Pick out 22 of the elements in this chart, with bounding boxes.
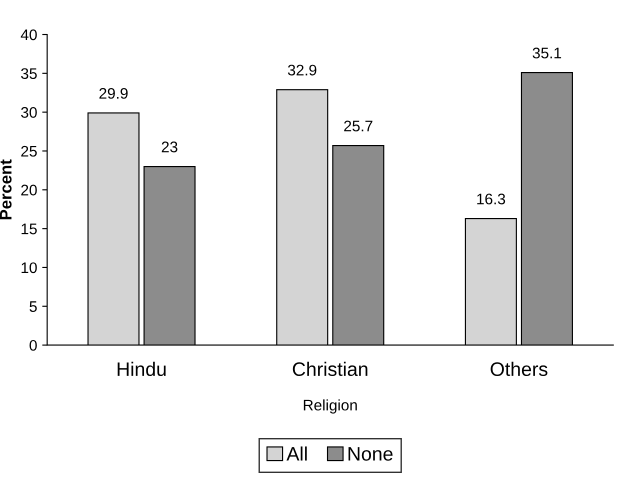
- y-tick-label: 20: [21, 184, 37, 196]
- y-tick-label: 35: [21, 68, 37, 80]
- data-label: 29.9: [99, 88, 128, 99]
- data-label: 32.9: [288, 64, 316, 76]
- data-label: 23: [162, 142, 178, 152]
- x-tick-label: Others: [490, 362, 548, 376]
- legend-label: All: [286, 446, 307, 461]
- y-tick-label: 40: [20, 29, 37, 40]
- y-tick-label: 25: [21, 146, 37, 157]
- data-label: 35.1: [532, 48, 562, 58]
- y-tick-label: 10: [22, 262, 37, 274]
- y-axis-title: Percent: [0, 159, 12, 220]
- x-axis-title: Religion: [304, 399, 357, 414]
- legend-label: None: [348, 447, 393, 461]
- y-tick-label: 5: [30, 301, 37, 312]
- x-tick-label: Hindu: [118, 362, 166, 376]
- data-label: 16.3: [477, 194, 506, 204]
- x-tick-label: Christian: [292, 362, 368, 376]
- y-tick-label: 0: [30, 340, 37, 351]
- y-tick-label: 15: [22, 224, 37, 234]
- data-label: 25.7: [344, 120, 372, 132]
- y-tick-label: 30: [21, 107, 37, 118]
